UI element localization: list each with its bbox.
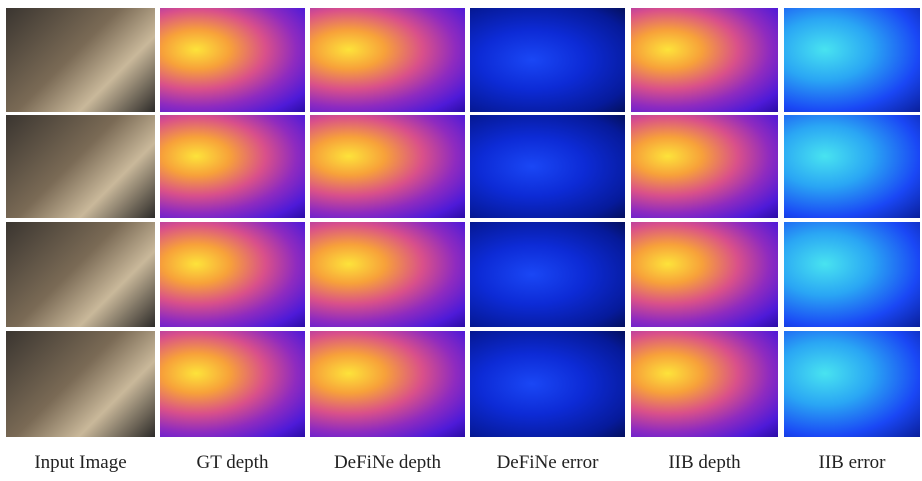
image-panel (6, 8, 155, 112)
image-panel (6, 331, 155, 437)
image-panel (784, 222, 920, 327)
column-label: DeFiNe depth (300, 452, 475, 474)
image-panel (470, 222, 625, 327)
column-label: Input Image (0, 452, 165, 474)
column-label: GT depth (150, 452, 315, 474)
image-panel (784, 331, 920, 437)
image-panel (310, 115, 465, 218)
image-panel (470, 115, 625, 218)
image-panel (631, 331, 778, 437)
image-panel (6, 115, 155, 218)
column-label: IIB error (774, 452, 922, 474)
image-panel (631, 8, 778, 112)
column-label: DeFiNe error (460, 452, 635, 474)
image-panel (470, 8, 625, 112)
image-panel (160, 222, 305, 327)
image-panel (310, 8, 465, 112)
image-panel (160, 115, 305, 218)
column-label: IIB depth (621, 452, 788, 474)
image-panel (160, 331, 305, 437)
image-panel (784, 115, 920, 218)
image-panel (631, 222, 778, 327)
image-panel (6, 222, 155, 327)
image-panel (470, 331, 625, 437)
figure: Input ImageGT depthDeFiNe depthDeFiNe er… (0, 0, 922, 481)
image-panel (310, 222, 465, 327)
image-panel (631, 115, 778, 218)
image-panel (784, 8, 920, 112)
image-panel (310, 331, 465, 437)
image-panel (160, 8, 305, 112)
